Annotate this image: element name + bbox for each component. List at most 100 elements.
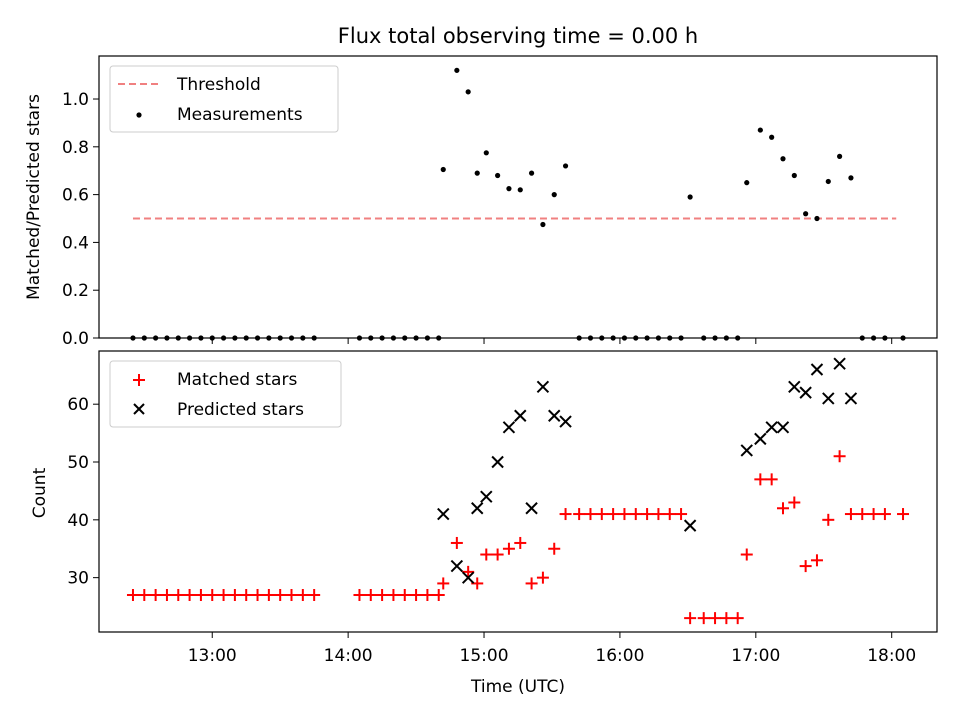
matched-stars-point	[285, 588, 298, 601]
top-y-tick-label: 0.0	[62, 329, 89, 349]
matched-stars-point	[799, 560, 812, 573]
matched-stars-point	[788, 496, 801, 509]
legend-predicted-swatch	[133, 403, 145, 415]
top-y-tick-label: 0.2	[62, 281, 89, 301]
matched-stars-point	[126, 588, 139, 601]
legend-measurements-swatch	[136, 112, 142, 118]
matched-stars-point	[618, 508, 631, 521]
matched-stars-point	[856, 508, 869, 521]
matched-stars-point	[376, 588, 389, 601]
bottom-y-tick-label: 50	[67, 453, 89, 473]
predicted-stars-point	[799, 386, 812, 399]
matched-stars-point	[867, 508, 880, 521]
predicted-stars-point	[514, 409, 527, 422]
predicted-stars-point	[461, 571, 475, 584]
matched-stars-point	[462, 565, 475, 578]
predicted-stars-point	[437, 507, 450, 521]
matched-stars-point	[251, 588, 264, 601]
predicted-stars-point	[822, 392, 835, 405]
bottom-y-tick-label: 30	[67, 569, 89, 589]
top-axes-frame	[98, 55, 938, 339]
measurement-point	[528, 170, 535, 176]
matched-stars-point	[160, 588, 173, 601]
matched-stars-point	[183, 588, 196, 601]
bottom-y-tick-label: 60	[67, 395, 89, 415]
predicted-stars-point	[548, 409, 561, 422]
matched-stars-point	[450, 536, 463, 549]
predicted-stars-point	[559, 415, 572, 428]
x-tick-label: 13:00	[188, 646, 237, 666]
matched-stars-point	[833, 450, 846, 463]
bottom-x-ticks: 13:00 14:00 15:00 16:00 17:00 18:00	[188, 632, 916, 666]
matched-stars-point	[296, 588, 309, 601]
matched-stars-point	[652, 508, 665, 521]
matched-stars-point	[274, 588, 287, 601]
measurement-point	[814, 215, 820, 222]
predicted-stars-point	[754, 432, 767, 446]
matched-stars-point	[194, 588, 207, 601]
bottom-axes-frame	[98, 350, 938, 633]
legend-measurements-label: Measurements	[177, 105, 303, 125]
predicted-stars-point	[502, 421, 516, 434]
top-legend-box	[109, 65, 339, 133]
measurement-point	[551, 192, 557, 198]
measurement-point	[474, 170, 480, 176]
legend-matched-swatch	[133, 374, 145, 386]
matched-stars-point	[595, 508, 608, 521]
matched-stars-point	[308, 588, 321, 601]
matched-stars-point	[559, 508, 572, 521]
matched-stars-point	[844, 508, 857, 521]
matched-stars-point	[240, 588, 253, 601]
bottom-y-ticks: 30 40 50 60	[67, 395, 99, 589]
measurement-point	[769, 134, 775, 140]
chart-title: Flux total observing time = 0.00 h	[338, 24, 698, 48]
matched-stars-point	[897, 508, 910, 521]
matched-stars-point	[675, 508, 688, 521]
matched-stars-point	[663, 508, 676, 521]
predicted-stars-point	[471, 502, 484, 515]
measurement-point	[848, 175, 854, 181]
predicted-stars-point	[765, 421, 778, 434]
predicted-stars-point	[491, 455, 504, 469]
measurement-point	[791, 172, 797, 179]
matched-stars-point	[410, 588, 423, 601]
matched-stars-point	[364, 588, 377, 601]
matched-stars-point	[480, 548, 493, 561]
matched-stars-point	[607, 508, 620, 521]
matched-stars-point	[878, 508, 891, 521]
predicted-stars-point	[536, 380, 550, 394]
matched-stars-point	[641, 508, 654, 521]
matched-stars-point	[822, 513, 835, 526]
matched-stars-point	[697, 612, 710, 625]
matched-stars-point	[720, 612, 733, 625]
matched-stars-point	[810, 554, 823, 567]
measurement-point	[440, 166, 446, 173]
matched-stars-point	[206, 588, 219, 601]
predicted-stars-point	[833, 357, 846, 370]
matched-stars-point	[629, 508, 642, 521]
top-y-ticks: 0.0 0.2 0.4 0.6 0.8 1.0	[62, 90, 99, 349]
measurement-point	[465, 89, 471, 95]
predicted-stars-point	[810, 363, 824, 376]
matched-stars-point	[754, 473, 767, 486]
matched-stars-point	[709, 612, 722, 625]
bottom-plot-area	[126, 357, 910, 625]
measurement-point	[517, 187, 523, 193]
matched-stars-point	[740, 548, 753, 561]
predicted-stars-point	[683, 519, 697, 532]
measurement-point	[540, 221, 546, 228]
matched-stars-point	[172, 588, 185, 601]
legend-threshold-label: Threshold	[176, 75, 261, 95]
measurement-point	[506, 186, 512, 192]
matched-stars-point	[387, 588, 400, 601]
matched-stars-point	[536, 571, 549, 584]
measurement-point	[744, 180, 750, 186]
matched-stars-point	[228, 588, 241, 601]
matched-stars-point	[731, 612, 744, 625]
matched-stars-point	[776, 502, 789, 515]
x-tick-label: 18:00	[867, 646, 916, 666]
measurement-point	[803, 211, 809, 217]
legend-predicted-label: Predicted stars	[177, 400, 304, 420]
predicted-stars-point	[844, 392, 858, 405]
